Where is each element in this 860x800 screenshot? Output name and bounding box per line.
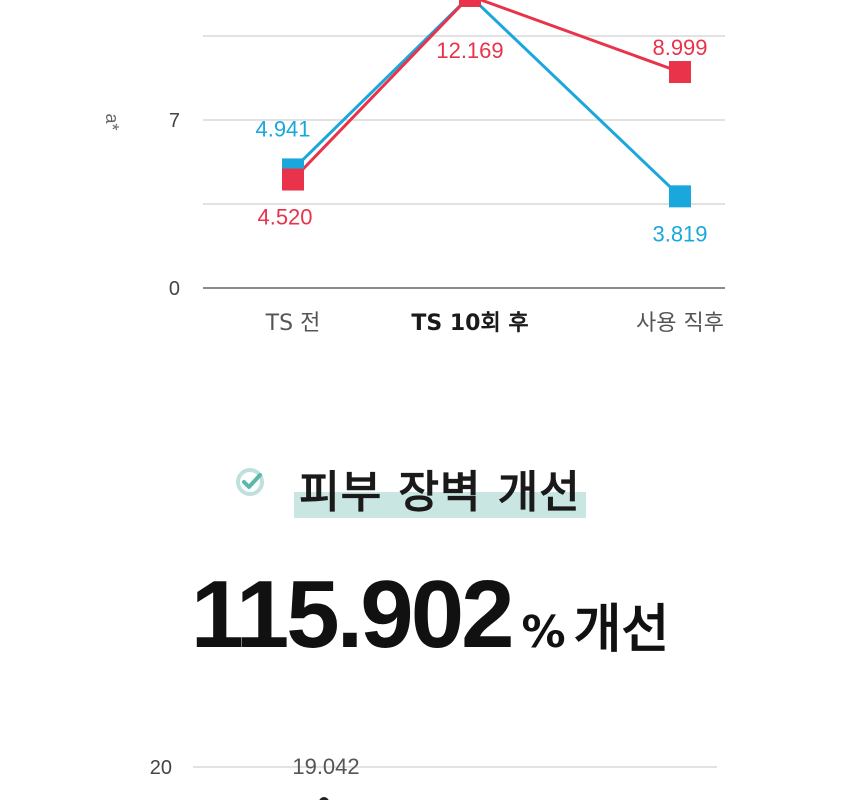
data-point-red xyxy=(459,0,481,7)
data-label-blue: 3.819 xyxy=(652,221,707,246)
data-label-blue: 4.941 xyxy=(255,116,310,141)
data-point-red xyxy=(669,61,691,84)
x-tick-label: TS 10회 후 xyxy=(411,311,528,336)
data-label-red: 4.520 xyxy=(257,205,312,230)
x-tick-label: TS 전 xyxy=(265,311,321,336)
data-label-red: 8.999 xyxy=(652,35,707,60)
data-label: 19.042 xyxy=(292,754,359,779)
section-title: 피부 장벽 개선 xyxy=(299,467,581,518)
y-axis-label: a* xyxy=(102,113,122,130)
section-heading: 피부 장벽 개선 xyxy=(0,440,860,530)
line-chart-a-star: 0 7 a* TS 전 TS 10회 후 사용 직후 4.520 12.169 8.999 4.9… xyxy=(102,0,725,336)
improvement-unit: % xyxy=(521,607,566,658)
y-tick-label: 0 xyxy=(169,278,180,300)
improvement-value: 115.902 xyxy=(190,561,515,668)
data-point-red xyxy=(282,168,304,191)
data-point-blue xyxy=(669,185,691,208)
heading-highlight-bar xyxy=(294,492,586,518)
check-circle-icon xyxy=(236,468,264,496)
x-tick-label: 사용 직후 xyxy=(636,311,724,336)
series-line xyxy=(291,0,682,198)
data-point xyxy=(319,797,329,800)
data-label-red: 12.169 xyxy=(436,38,503,63)
y-tick-label: 7 xyxy=(169,110,180,132)
y-tick-label: 20 xyxy=(150,757,172,779)
line-chart-barrier: 20 19.042 xyxy=(150,754,717,800)
improvement-stat: 115.902% 개선 xyxy=(0,560,860,670)
series-line xyxy=(291,0,681,181)
improvement-suffix: 개선 xyxy=(573,600,670,660)
